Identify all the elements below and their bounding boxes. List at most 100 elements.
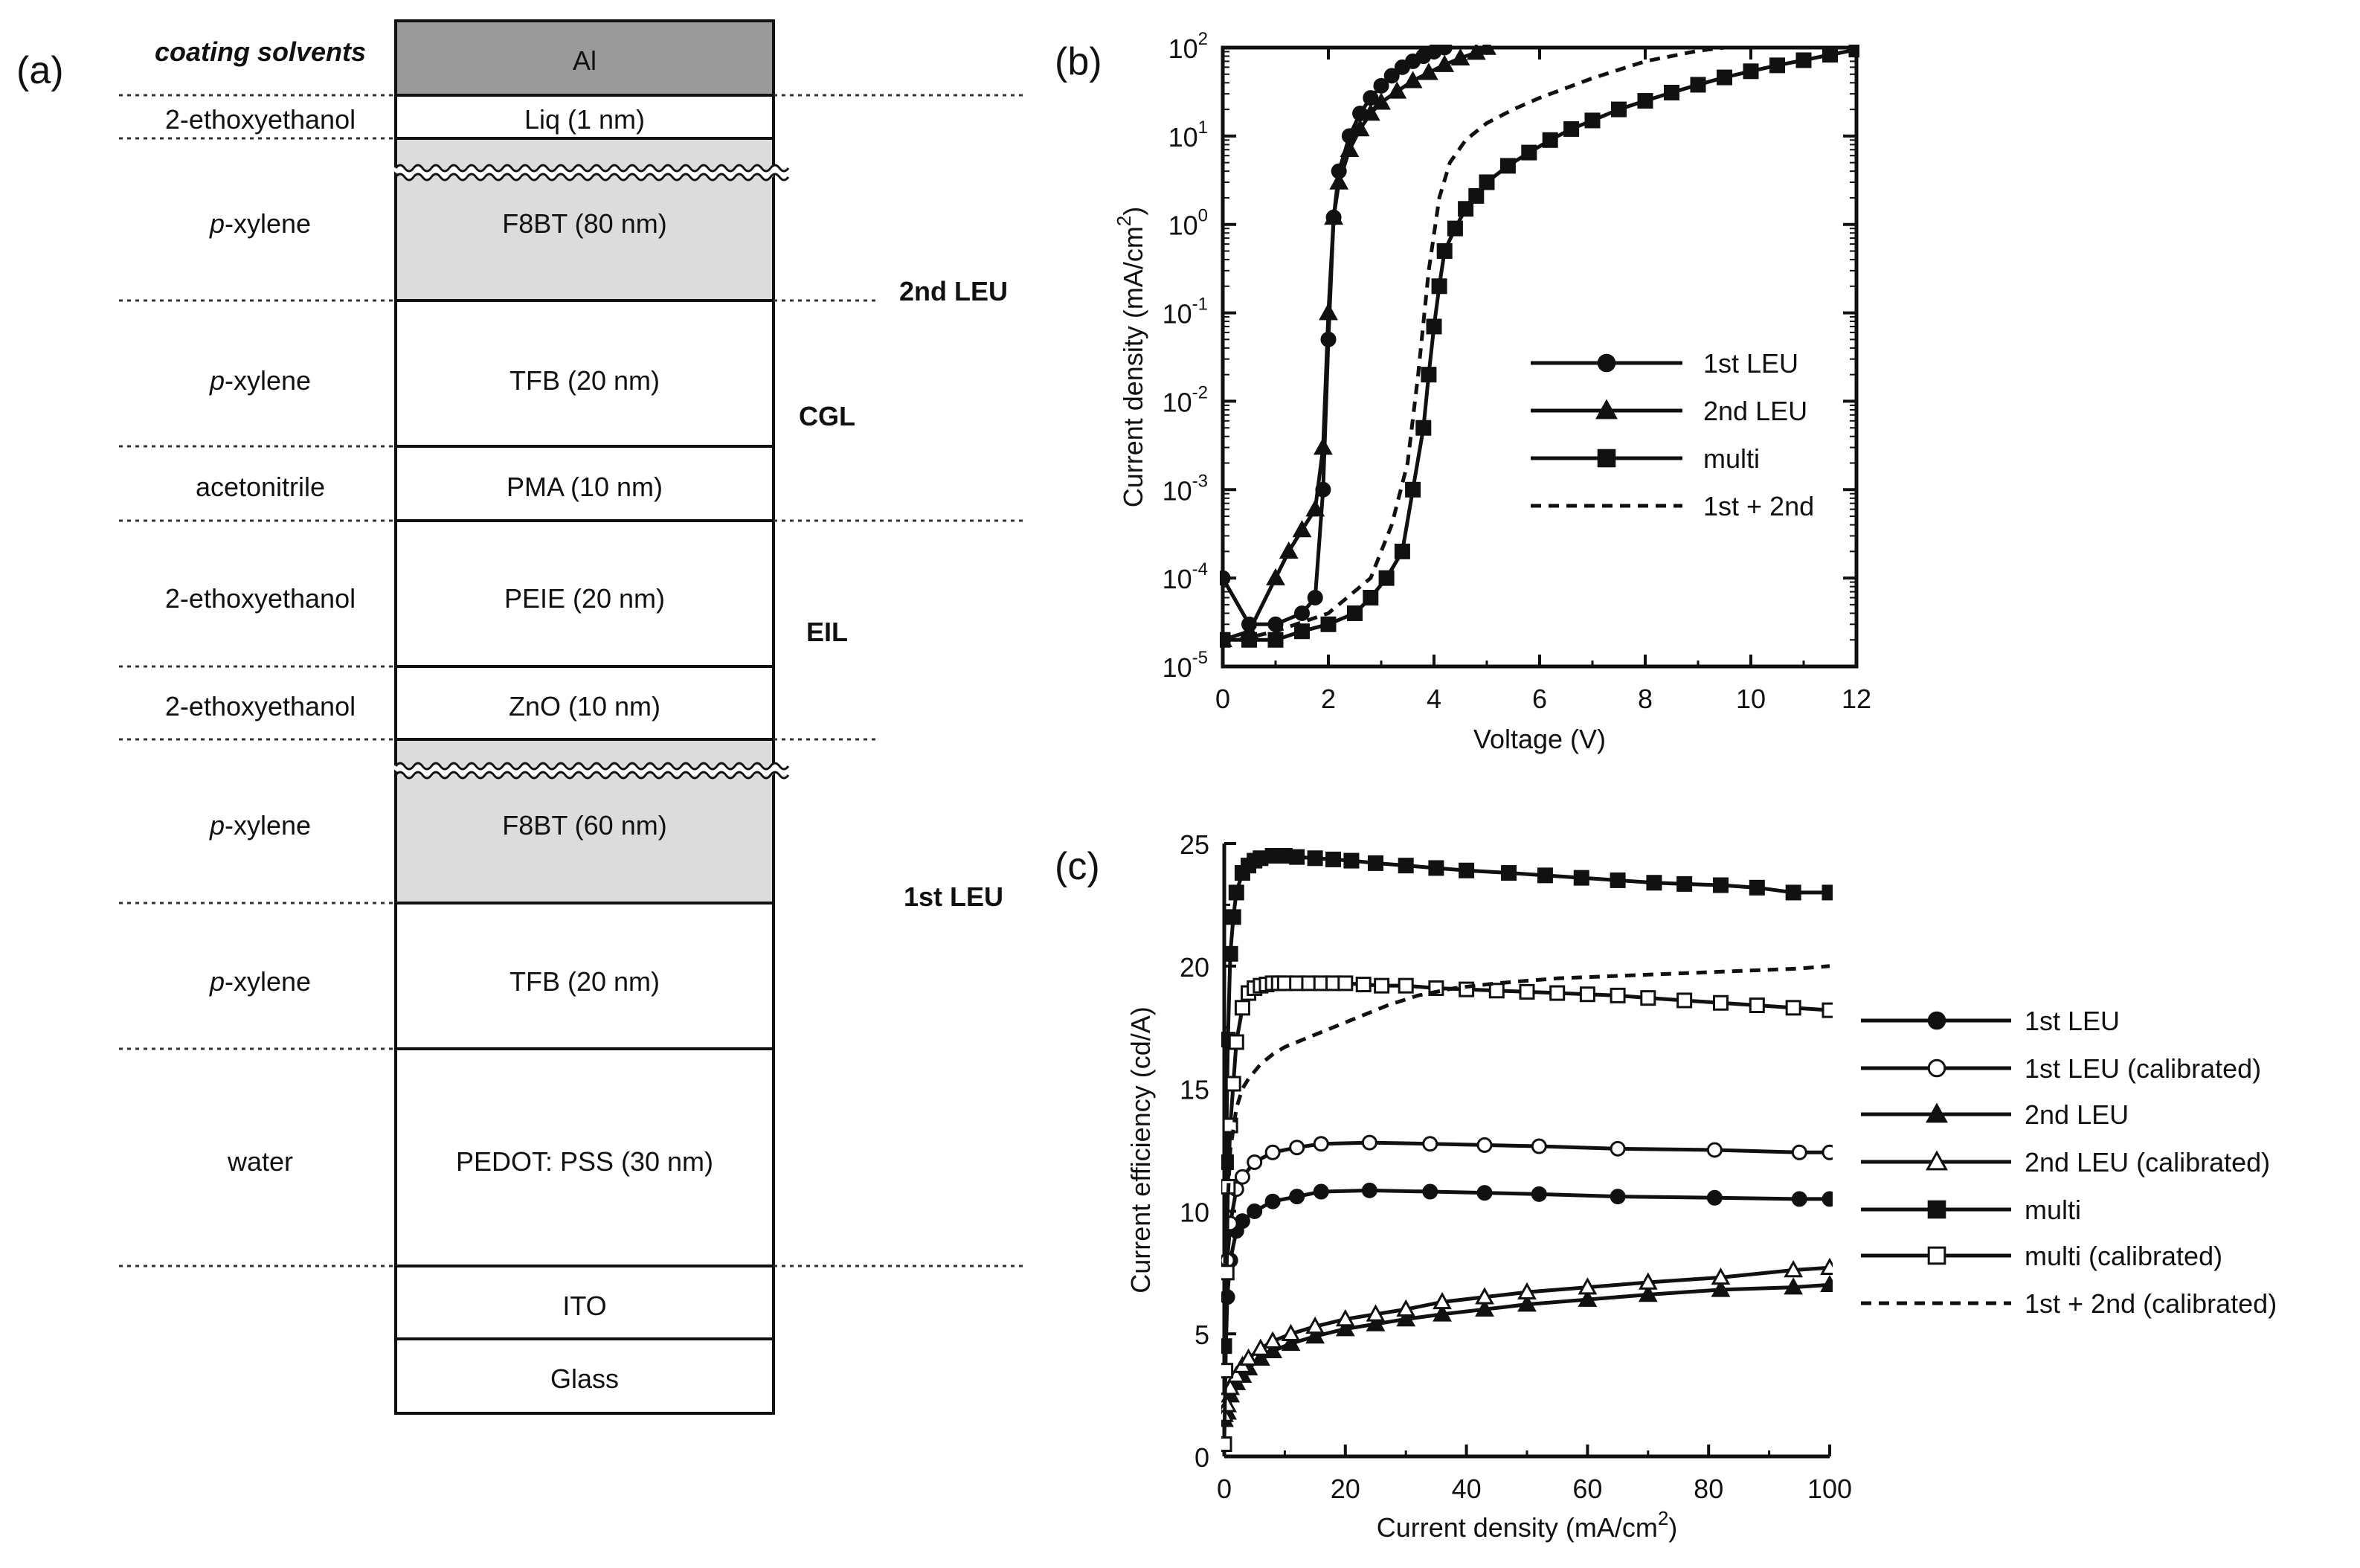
data-point xyxy=(1706,1189,1723,1206)
layer-label: TFB (20 nm) xyxy=(509,966,660,997)
data-point xyxy=(1225,1076,1241,1092)
legend-label: 1st + 2nd xyxy=(1703,491,1814,521)
data-point xyxy=(1228,1034,1244,1050)
data-point xyxy=(1549,985,1566,1001)
jv-chart: 0 2 4 6 8 10 1210210110010-110-210-310-410-5Vo… xyxy=(1113,29,1871,754)
data-point xyxy=(1468,187,1485,204)
solvent-label: p-xylene xyxy=(209,208,311,239)
data-point xyxy=(1292,520,1312,538)
data-point xyxy=(1266,568,1285,585)
data-point xyxy=(1383,68,1400,84)
x-axis-label-end: ) xyxy=(1668,1512,1677,1543)
wave-gap xyxy=(392,165,792,180)
solvent-text: acetonitrile xyxy=(196,472,325,502)
y-tick-label: 25 xyxy=(1180,829,1209,860)
data-point xyxy=(1479,174,1495,190)
y-tick-label: 100 xyxy=(1168,206,1208,241)
data-point xyxy=(1264,1193,1281,1209)
data-point xyxy=(1314,437,1333,455)
y-tick-label: 102 xyxy=(1168,29,1208,64)
solvent-prefix: p xyxy=(209,365,225,396)
solvent-label: 2-ethoxyethanol xyxy=(165,583,356,614)
data-point xyxy=(1422,1136,1438,1152)
data-point xyxy=(1517,1282,1537,1299)
data-point xyxy=(1848,45,1859,58)
y-tick-label: 20 xyxy=(1180,952,1209,983)
series-line xyxy=(1238,45,1725,642)
x-axis-label: Current density (mA/cm2) xyxy=(1377,1507,1678,1543)
data-point xyxy=(1531,1138,1547,1154)
panel-c-label: (c) xyxy=(1055,845,1100,888)
data-point xyxy=(1305,499,1325,517)
series-line xyxy=(1222,853,1830,1346)
data-point xyxy=(1519,983,1535,1000)
layer-label: Glass xyxy=(550,1363,619,1394)
y-tick-label: 10-1 xyxy=(1163,295,1208,330)
data-point xyxy=(1791,1144,1807,1160)
y-tick-label: 10-3 xyxy=(1163,471,1208,506)
layer-rect xyxy=(394,519,775,668)
y-axis-label-main: Current density (mA/cm xyxy=(1118,226,1148,507)
panel-b-label: (b) xyxy=(1055,40,1102,83)
data-point xyxy=(1387,81,1407,99)
x-tick-label: 20 xyxy=(1331,1474,1360,1504)
y-tick-exp: -5 xyxy=(1192,648,1208,668)
data-point xyxy=(1676,992,1693,1009)
data-point xyxy=(1637,93,1653,109)
data-point xyxy=(1542,132,1558,148)
data-point xyxy=(1221,1436,1232,1453)
solvent-label: 2-ethoxyethanol xyxy=(165,104,356,135)
data-point xyxy=(1638,1272,1658,1290)
layer-rect xyxy=(394,1047,775,1267)
data-point xyxy=(1289,1140,1305,1156)
data-point xyxy=(1537,867,1553,884)
data-point xyxy=(1247,1203,1263,1219)
data-point xyxy=(1521,144,1537,161)
data-point xyxy=(1222,945,1238,962)
series-line xyxy=(1225,964,1830,1212)
data-point xyxy=(1366,1304,1386,1322)
solvent-prefix: p xyxy=(209,810,225,841)
x-tick-label: 0 xyxy=(1215,684,1230,714)
legend-marker xyxy=(1927,1058,1946,1078)
y-tick-exp: -3 xyxy=(1192,471,1208,491)
legend-marker xyxy=(1927,1011,1946,1030)
data-point xyxy=(1307,850,1323,867)
coating-solvents-header: coating solvents xyxy=(155,36,366,67)
legend-label: 1st LEU xyxy=(2025,1006,2120,1036)
data-point xyxy=(1531,1186,1547,1202)
efficiency-chart: 0 20 40 60 80 100 0 5 10 15 20 25 Current density (m… xyxy=(1125,829,2277,1543)
legend-label: 1st LEU (calibrated) xyxy=(2025,1053,2261,1084)
layer-rect xyxy=(394,1265,775,1340)
y-tick-exp: 0 xyxy=(1198,206,1208,226)
data-point xyxy=(1220,570,1231,586)
data-point xyxy=(1289,849,1305,865)
data-point xyxy=(1294,623,1310,640)
data-point xyxy=(1421,367,1437,383)
y-axis-label: Current density (mA/cm2) xyxy=(1113,207,1148,508)
data-point xyxy=(1640,990,1656,1006)
data-point xyxy=(1458,201,1474,217)
data-point xyxy=(1820,1274,1833,1293)
series-line xyxy=(1222,981,1830,1445)
data-point xyxy=(1501,865,1517,881)
y-tick-base: 10 xyxy=(1163,564,1192,594)
data-point xyxy=(1450,48,1470,65)
solvent-prefix: p xyxy=(209,208,225,239)
data-point xyxy=(1396,1299,1416,1317)
data-point xyxy=(1690,77,1706,93)
wave-line xyxy=(394,164,790,173)
data-point xyxy=(1749,997,1765,1014)
legend-label: 1st LEU xyxy=(1703,348,1798,379)
data-point xyxy=(1431,278,1447,295)
x-tick-label: 8 xyxy=(1638,684,1653,714)
data-point xyxy=(1313,1136,1329,1152)
data-point xyxy=(1347,605,1363,621)
plot-area xyxy=(1221,847,1833,1453)
data-point xyxy=(1319,303,1338,321)
data-point xyxy=(1340,139,1360,158)
wave-line xyxy=(394,762,790,771)
data-point xyxy=(1610,1189,1626,1205)
data-point xyxy=(1350,119,1370,137)
y-tick-exp: 2 xyxy=(1198,29,1208,49)
